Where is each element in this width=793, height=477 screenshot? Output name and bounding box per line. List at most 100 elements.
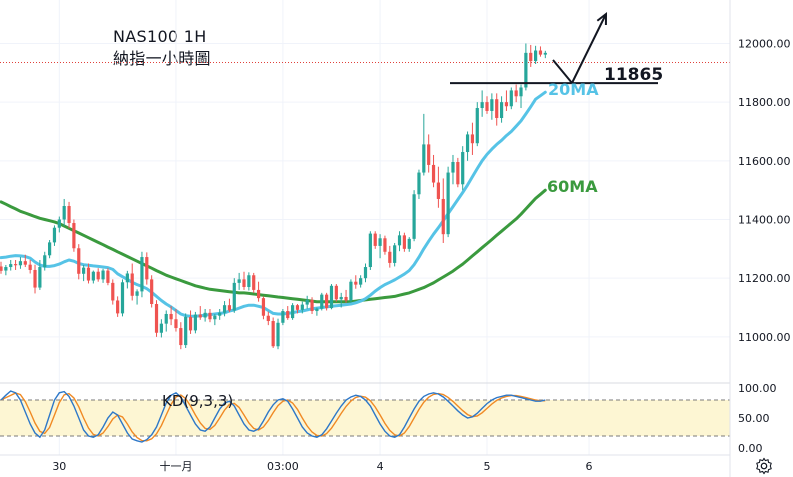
candle [198,314,202,318]
chart-title: NAS100 1H [113,27,207,46]
price-tick-label: 11000.00 [738,331,791,344]
candle [480,102,484,109]
grid-lines [0,0,730,455]
price-tick-label: 11200.00 [738,272,791,285]
candle [213,315,217,320]
candle [300,304,304,310]
candle [451,162,455,173]
candle [461,152,465,185]
candle [140,257,144,292]
candle [164,313,168,324]
candle [184,316,188,346]
candle [393,245,397,263]
candle [86,267,91,281]
time-tick-label: 30 [52,460,66,473]
candle [368,233,372,268]
candle [62,206,66,220]
candle [524,52,528,88]
candle [28,264,32,270]
candle [470,134,475,144]
price-axis: 12000.00 11800.00 11600.00 11400.00 11200.00… [729,0,791,477]
candle [329,285,334,309]
candle [534,50,538,62]
candle [48,242,52,256]
candle [446,172,450,235]
kd-d-line [0,392,546,442]
candle [441,198,445,235]
time-tick-label: 6 [586,460,593,473]
candle [82,267,86,274]
ma20-line [0,90,547,318]
candle [154,304,159,333]
candle [354,281,358,285]
candle [490,99,494,111]
price-tick-label: 11400.00 [738,214,791,227]
candle [281,311,285,323]
candle [247,275,251,287]
candle [150,279,154,304]
candle [106,270,110,283]
candle [431,164,436,183]
candles-layer [0,43,547,350]
candle [208,312,212,320]
price-tick-label: 11600.00 [738,155,791,168]
candle [325,294,329,309]
candle [363,267,368,279]
kd-label: KD(9,3,3) [162,392,233,410]
candle [72,223,76,249]
chart-subtitle: 納指一小時圖 [113,49,211,68]
candle [193,314,197,331]
candle [305,299,309,305]
candle [383,238,387,252]
price-tick-label: 11800.00 [738,96,791,109]
time-tick-label: 5 [484,460,491,473]
candle [116,300,120,314]
candle [402,235,406,249]
candle [334,285,338,300]
time-tick-label: 4 [377,460,384,473]
kd-band [0,400,730,436]
candle [237,279,241,283]
candle [261,298,266,316]
candle [504,102,509,107]
candle [33,269,37,288]
candle [378,238,382,246]
candle [499,102,504,118]
time-tick-label: 03:00 [267,460,299,473]
candle [310,299,314,312]
candle [320,294,324,309]
candle [495,99,499,118]
candle [96,271,100,280]
candle [475,108,479,144]
candle [222,305,227,313]
candle [23,261,27,265]
candle [417,172,421,195]
candle [373,233,377,246]
candle [514,90,518,97]
candle [38,267,42,288]
candle [77,248,81,274]
time-tick-label: 十一月 [159,459,192,473]
candle [286,311,290,319]
ma60-label: 60MA [547,177,598,196]
candle [519,87,523,97]
gear-icon[interactable] [755,457,773,475]
candle [315,308,319,312]
arrow-head-icon [596,11,608,26]
time-axis: 30 十一月 03:00 4 5 6 [0,454,730,473]
candle [276,322,280,347]
candle [465,134,470,153]
candle [509,90,513,107]
candle [120,282,125,314]
candle [359,278,363,285]
candle [130,273,134,296]
candle [456,162,460,185]
candle [349,281,353,301]
candle [271,321,275,347]
kd-panel: KD(9,3,3) [0,382,730,443]
candle [67,206,71,224]
candle [485,102,489,111]
level-label-11865: 11865 [604,65,663,85]
candle [43,255,47,268]
